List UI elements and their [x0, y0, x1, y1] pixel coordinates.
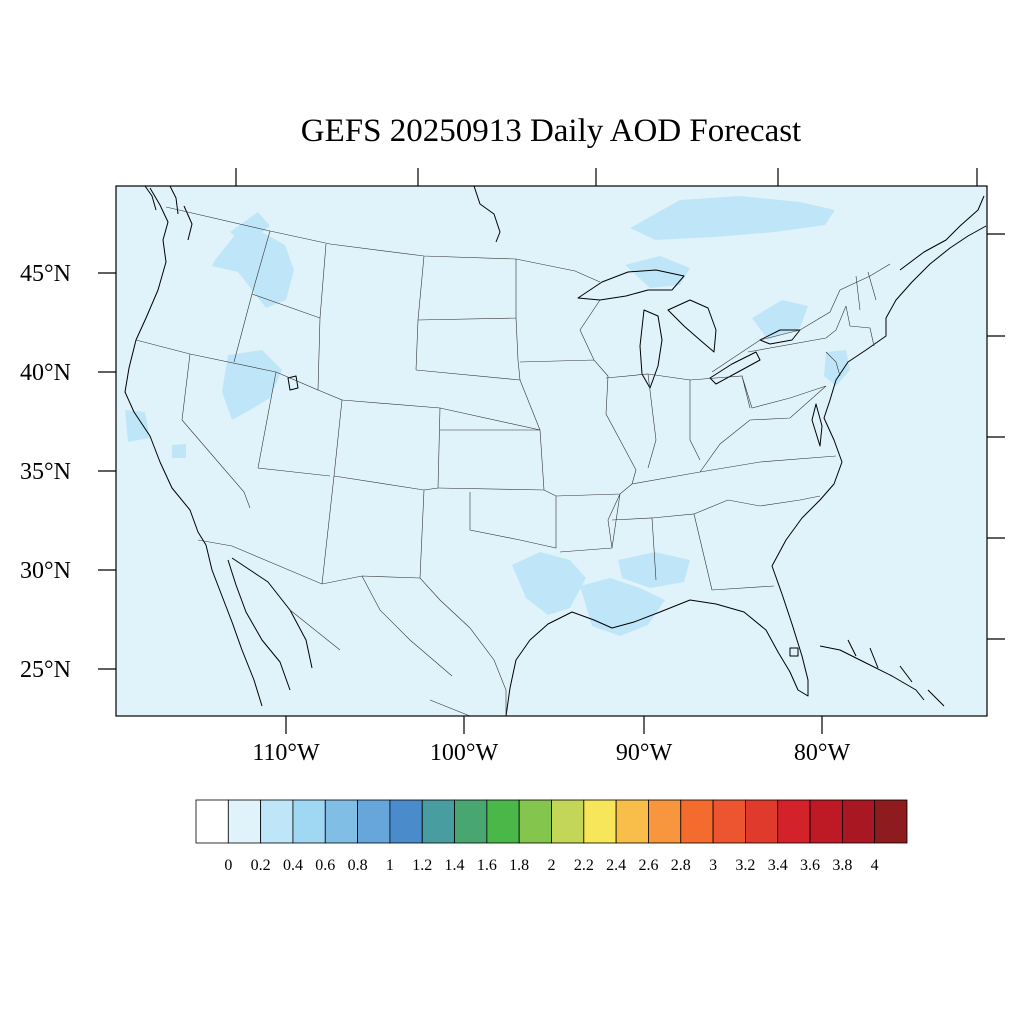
colorbar-swatch	[292, 799, 326, 844]
lat-label-25: 25°N	[20, 657, 71, 683]
map-frame	[115, 185, 988, 717]
colorbar-swatch	[809, 799, 843, 844]
aod-region-gulf-texas	[512, 552, 586, 615]
aod-region-canada-north	[630, 196, 835, 240]
colorbar-swatch	[389, 799, 423, 844]
colorbar-label: 4	[871, 857, 879, 874]
lat-label-40: 40°N	[20, 360, 71, 386]
colorbar-label: 0.6	[315, 857, 335, 874]
colorbar-label: 2.6	[638, 857, 658, 874]
colorbar-swatch	[518, 799, 552, 844]
colorbar-swatch	[615, 799, 649, 844]
aod-region-mississippi	[618, 552, 690, 588]
colorbar-swatch	[874, 799, 908, 844]
colorbar-label: 1.4	[445, 857, 465, 874]
aod-region-california	[125, 410, 150, 442]
lon-label-100w: 100°W	[430, 740, 499, 766]
aod-region-nj-coast	[824, 350, 850, 386]
colorbar-swatch	[841, 799, 876, 844]
colorbar-label: 2	[548, 857, 556, 874]
colorbar-swatch	[680, 799, 714, 844]
colorbar-label: 2.8	[671, 857, 691, 874]
lake-huron	[667, 299, 717, 353]
great-salt-lake	[287, 375, 299, 391]
lake-erie	[709, 351, 761, 385]
coastline-bahamas	[847, 639, 945, 707]
lake-superior	[577, 269, 685, 301]
lat-label-45: 45°N	[20, 261, 71, 287]
map-ticks	[98, 168, 1005, 734]
longitude-labels: 110°W 100°W 90°W 80°W	[252, 740, 850, 766]
lake-michigan	[639, 309, 663, 389]
colorbar-swatch	[551, 799, 585, 844]
colorbar-swatches	[195, 799, 908, 844]
lon-label-110w: 110°W	[252, 740, 320, 766]
colorbar-labels: 0 0.2 0.4 0.6 0.8 1 1.2 1.4 1.6 1.8 2 2.2 2.4 2.6 2.8 3…	[224, 857, 878, 874]
coastline-cuba	[819, 645, 925, 701]
map-panel: 45°N 40°N 35°N 30°N 25°N 110°W 100°W 90°…	[20, 168, 1005, 766]
coastline-pacific	[124, 187, 207, 546]
colorbar-swatch	[583, 799, 617, 844]
colorbar-label: 0.4	[283, 857, 303, 874]
colorbar-label: 0.8	[348, 857, 368, 874]
aod-region-superior	[625, 256, 690, 288]
coastline-chesapeake	[811, 403, 823, 447]
colorbar-swatch	[195, 799, 229, 844]
lat-label-30: 30°N	[20, 558, 71, 584]
colorbar-swatch	[357, 799, 391, 844]
colorbar-swatch	[227, 799, 262, 844]
lon-label-80w: 80°W	[794, 740, 851, 766]
colorbar-label: 1	[386, 857, 394, 874]
colorbar-swatch	[486, 799, 520, 844]
coastline-gulf	[505, 565, 809, 716]
map-title: GEFS 20250913 Daily AOD Forecast	[301, 113, 801, 149]
colorbar: 0 0.2 0.4 0.6 0.8 1 1.2 1.4 1.6 1.8 2 2.2 2.4 2.6 2.8 3…	[195, 799, 908, 874]
colorbar-label: 1.2	[412, 857, 432, 874]
colorbar-swatch	[648, 799, 682, 844]
latitude-labels: 45°N 40°N 35°N 30°N 25°N	[20, 261, 71, 683]
colorbar-label: 2.2	[574, 857, 594, 874]
aod-region-idaho	[212, 232, 294, 308]
lon-label-90w: 90°W	[616, 740, 673, 766]
political-borders	[135, 206, 891, 716]
colorbar-label: 1.8	[509, 857, 529, 874]
colorbar-label: 2.4	[606, 857, 626, 874]
colorbar-label: 1.6	[477, 857, 497, 874]
colorbar-label: 3	[709, 857, 717, 874]
border-mexico-states	[289, 575, 471, 716]
aod-region-socal-desert	[172, 444, 186, 458]
colorbar-label: 3.8	[832, 857, 852, 874]
colorbar-swatch	[421, 799, 455, 844]
aod-region-great-basin	[222, 350, 282, 420]
colorbar-swatch	[777, 799, 811, 844]
aod-region-nw-canada	[230, 212, 270, 246]
coastline-atlantic	[771, 225, 987, 567]
coastline-hudson-bay	[473, 186, 501, 243]
colorbar-label: 3.4	[768, 857, 788, 874]
colorbar-swatch	[745, 799, 779, 844]
colorbar-label: 3.6	[800, 857, 820, 874]
coastline-canada-maritime	[899, 195, 985, 271]
coastline-baja	[205, 544, 263, 707]
aod-region-gulf-louisiana	[580, 578, 665, 636]
colorbar-swatch	[324, 799, 358, 844]
coastlines	[124, 186, 987, 716]
colorbar-label: 0.2	[251, 857, 271, 874]
lake-okeechobee	[789, 647, 799, 657]
colorbar-label: 0	[224, 857, 232, 874]
colorbar-swatch	[260, 799, 294, 844]
border-us-mexico	[197, 539, 507, 716]
colorbar-label: 3.2	[735, 857, 755, 874]
coastline-gulf-of-california	[227, 559, 291, 691]
lake-ontario	[759, 329, 801, 345]
colorbar-swatch	[454, 799, 488, 844]
border-states-east	[519, 271, 877, 591]
colorbar-swatch	[712, 799, 746, 844]
border-states-central	[415, 255, 633, 549]
lat-label-35: 35°N	[20, 459, 71, 485]
